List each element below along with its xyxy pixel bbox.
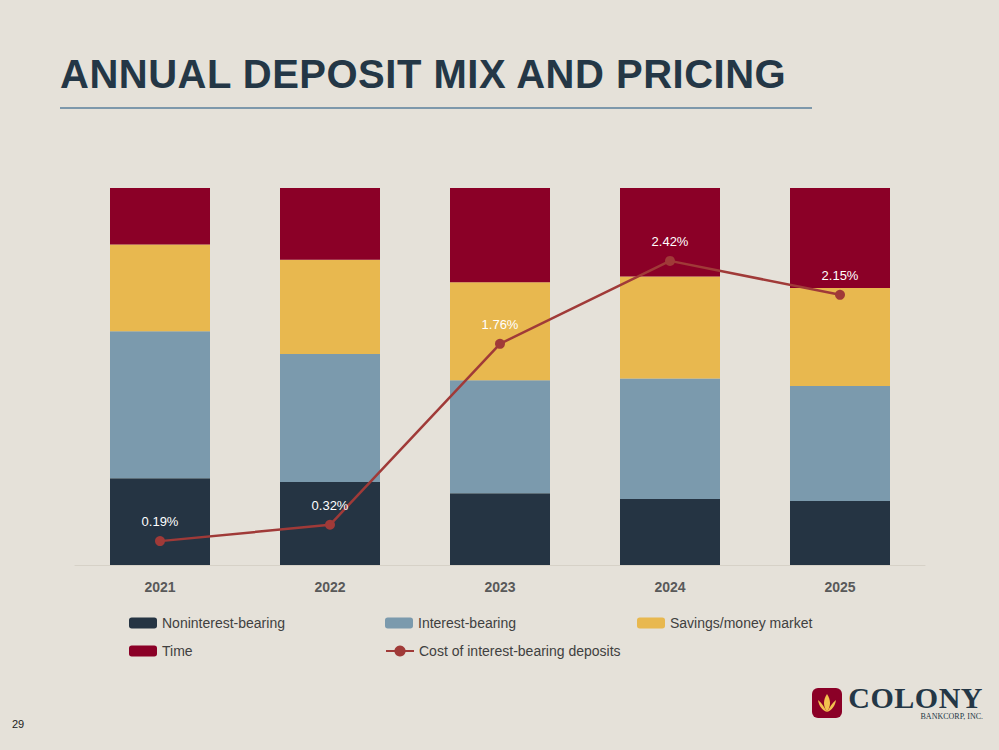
svg-text:Savings/money market: Savings/money market — [670, 615, 813, 631]
svg-text:2024: 2024 — [654, 579, 685, 595]
svg-text:1.76%: 1.76% — [482, 317, 519, 332]
svg-text:0.32%: 0.32% — [312, 498, 349, 513]
svg-text:2022: 2022 — [314, 579, 345, 595]
svg-text:2.42%: 2.42% — [652, 234, 689, 249]
svg-text:Interest-bearing: Interest-bearing — [418, 615, 516, 631]
html-text:ANNUAL DEPOSIT MIX AND PRICING: ANNUAL DEPOSIT MIX AND PRICING — [60, 52, 787, 96]
svg-text:2023: 2023 — [484, 579, 515, 595]
svg-text:Cost of interest-bearing depos: Cost of interest-bearing deposits — [419, 643, 621, 659]
svg-text:2021: 2021 — [144, 579, 175, 595]
svg-text:2025: 2025 — [824, 579, 855, 595]
html-text:COLONY: COLONY — [848, 681, 983, 714]
svg-text:2.15%: 2.15% — [822, 268, 859, 283]
svg-text:Time: Time — [162, 643, 193, 659]
html-text:29: 29 — [12, 718, 25, 730]
svg-text:0.19%: 0.19% — [142, 514, 179, 529]
html-text:BANKCORP, INC.: BANKCORP, INC. — [920, 712, 983, 721]
svg-text:Noninterest-bearing: Noninterest-bearing — [162, 615, 285, 631]
